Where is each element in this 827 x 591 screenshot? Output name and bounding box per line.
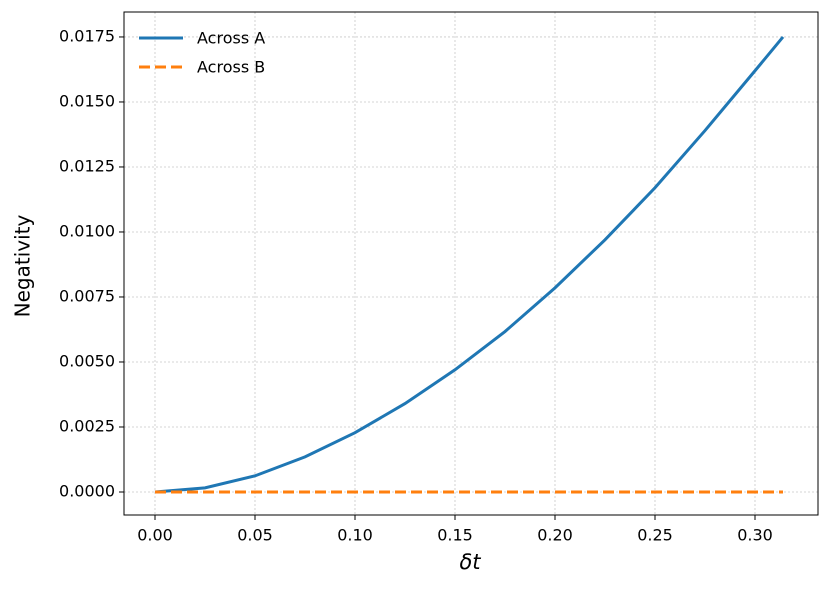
- y-tick-label: 0.0150: [59, 91, 115, 110]
- y-tick-label: 0.0125: [59, 156, 115, 175]
- y-tick-label: 0.0075: [59, 286, 115, 305]
- x-tick-label: 0.15: [437, 526, 473, 545]
- y-tick-label: 0.0000: [59, 481, 115, 500]
- legend-label: Across B: [197, 58, 265, 77]
- x-tick-label: 0.30: [737, 526, 773, 545]
- x-tick-label: 0.05: [237, 526, 273, 545]
- x-tick-label: 0.20: [537, 526, 573, 545]
- legend-label: Across A: [197, 29, 265, 48]
- y-axis-label: Negativity: [11, 214, 35, 317]
- x-tick-label: 0.25: [637, 526, 673, 545]
- y-tick-label: 0.0100: [59, 221, 115, 240]
- plot-frame: [123, 11, 819, 516]
- y-tick-label: 0.0175: [59, 26, 115, 45]
- y-tick-label: 0.0025: [59, 416, 115, 435]
- x-tick-label: 0.10: [337, 526, 373, 545]
- x-tick-label: 0.00: [137, 526, 173, 545]
- x-axis-label: δt: [459, 550, 481, 574]
- y-tick-label: 0.0050: [59, 351, 115, 370]
- line-series: [154, 36, 785, 494]
